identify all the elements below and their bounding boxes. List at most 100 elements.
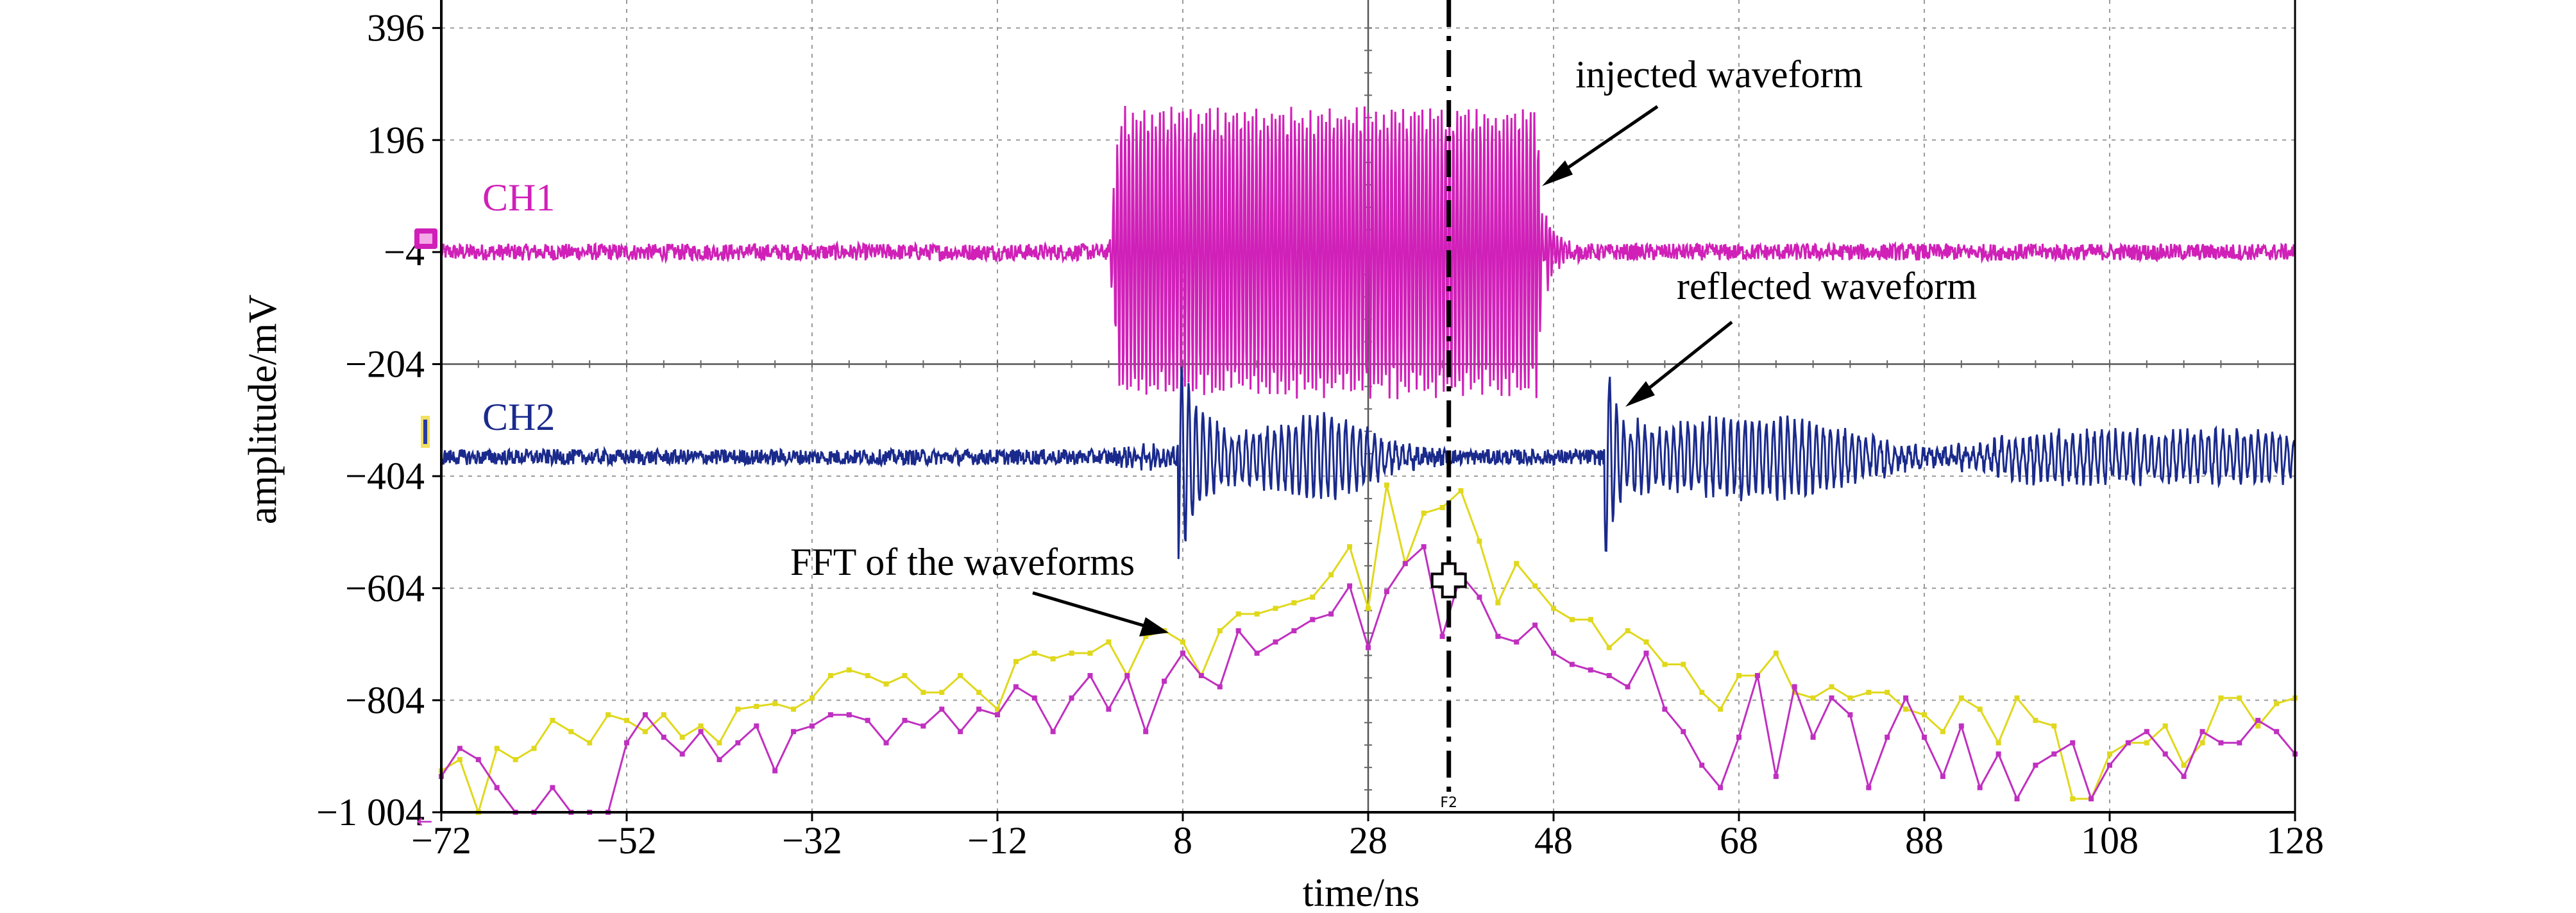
- fft-point: [958, 729, 963, 735]
- y-tick-label: −404: [345, 455, 425, 497]
- annotation-fft: FFT of the waveforms: [790, 541, 1135, 583]
- fft-point: [1050, 729, 1056, 735]
- fft-point: [1180, 651, 1185, 656]
- fft-point: [1439, 505, 1445, 511]
- fft-point: [457, 746, 462, 751]
- fft-point: [1532, 583, 1538, 589]
- ch2-level-marker[interactable]: [421, 416, 430, 448]
- fft-point: [1958, 695, 1964, 701]
- fft-point: [772, 768, 778, 774]
- fft-point: [865, 672, 870, 678]
- fft-point: [1606, 672, 1612, 678]
- fft-point: [1810, 735, 1816, 740]
- ch1-trace: [440, 105, 2296, 400]
- fft-point: [1106, 639, 1112, 645]
- y-tick-label: −804: [345, 679, 425, 721]
- fft-point: [661, 735, 666, 740]
- arrow-reflected: [1636, 321, 1733, 399]
- x-axis-title: time/ns: [1303, 871, 1420, 913]
- fft-point: [846, 667, 852, 673]
- ch1-level-marker[interactable]: [414, 228, 437, 249]
- fft-point: [1625, 684, 1631, 690]
- fft-point: [679, 735, 685, 740]
- fft-point: [2144, 740, 2149, 746]
- fft-point: [1662, 706, 1668, 712]
- fft-point: [1366, 606, 1371, 611]
- fft-point: [1754, 672, 1760, 678]
- fft-point: [1569, 617, 1575, 622]
- fft-point: [494, 785, 500, 790]
- y-tick-label: −1 004: [316, 791, 425, 833]
- fft-point: [1847, 695, 1853, 701]
- fft-point: [2070, 796, 2076, 802]
- fft-point: [1866, 785, 1872, 790]
- fft-point: [1031, 695, 1037, 701]
- fft-point: [1402, 561, 1408, 567]
- fft-point: [2255, 717, 2261, 723]
- fft-point: [457, 756, 462, 762]
- fft-point: [1773, 651, 1779, 656]
- fft-point: [1124, 672, 1130, 678]
- fft-point: [1977, 706, 1983, 712]
- fft-point: [1310, 617, 1316, 622]
- fft-point: [2181, 762, 2187, 768]
- fft-point: [920, 723, 926, 729]
- fft-point: [1643, 651, 1649, 656]
- arrow-injected: [1551, 105, 1659, 180]
- x-tick-label: −12: [967, 819, 1028, 862]
- ch1-label: CH1: [482, 176, 555, 219]
- fft-point: [902, 717, 908, 723]
- fft-point: [1514, 639, 1520, 645]
- fft-point: [475, 756, 481, 762]
- fft-point: [2274, 729, 2280, 735]
- fft-point: [2144, 729, 2149, 735]
- fft-point: [1291, 628, 1297, 634]
- fft-point: [1643, 639, 1649, 645]
- x-tick-label: −72: [411, 819, 471, 862]
- fft-point: [2237, 695, 2242, 701]
- fft-point: [1384, 588, 1389, 594]
- fft-point: [2181, 774, 2187, 780]
- fft-point: [1885, 735, 1890, 740]
- fft-point: [809, 695, 815, 701]
- fft-point: [1922, 712, 1927, 718]
- fft-point: [2274, 701, 2280, 706]
- fft-point: [1718, 785, 1724, 790]
- fft-point: [791, 706, 797, 712]
- annotation-reflected: reflected waveform: [1677, 265, 1977, 307]
- fft-point: [2051, 723, 2057, 729]
- fft-point: [1050, 656, 1056, 661]
- fft-point: [754, 703, 759, 709]
- fft-point: [1013, 684, 1019, 690]
- fft-point: [716, 756, 722, 762]
- fft-point: [902, 672, 908, 678]
- cursor-crosshair-icon[interactable]: [1430, 562, 1467, 599]
- fft-point: [1458, 488, 1464, 493]
- y-tick-label: 196: [367, 119, 425, 161]
- arrow-fft-head: [1139, 617, 1169, 636]
- fft-point: [1532, 622, 1538, 628]
- fft-point: [1977, 785, 1983, 790]
- fft-point: [1996, 740, 2001, 746]
- fft-point: [624, 717, 629, 723]
- fft-point: [1847, 712, 1853, 718]
- fft-point: [1792, 690, 1797, 695]
- waveforms: [440, 105, 2296, 559]
- x-tick-label: −52: [597, 819, 657, 862]
- fft-point: [1180, 639, 1185, 645]
- fft-point: [679, 751, 685, 757]
- fft-point: [1328, 611, 1334, 617]
- fft-point: [846, 712, 852, 718]
- fft-point: [2255, 723, 2261, 729]
- fft-point: [2107, 751, 2112, 757]
- fft-point: [550, 785, 555, 790]
- tick-labels: −72 −52 −32 −12 8 28 48 68 88 108 128396196−4−204−…: [316, 7, 2324, 862]
- cursor-marker-label: F2: [1440, 795, 1457, 811]
- fft-point: [2125, 740, 2131, 746]
- fft-point: [513, 756, 518, 762]
- fft-point: [1588, 667, 1593, 673]
- fft-point: [1773, 774, 1779, 780]
- fft-point: [624, 740, 629, 746]
- fft-point: [698, 723, 704, 729]
